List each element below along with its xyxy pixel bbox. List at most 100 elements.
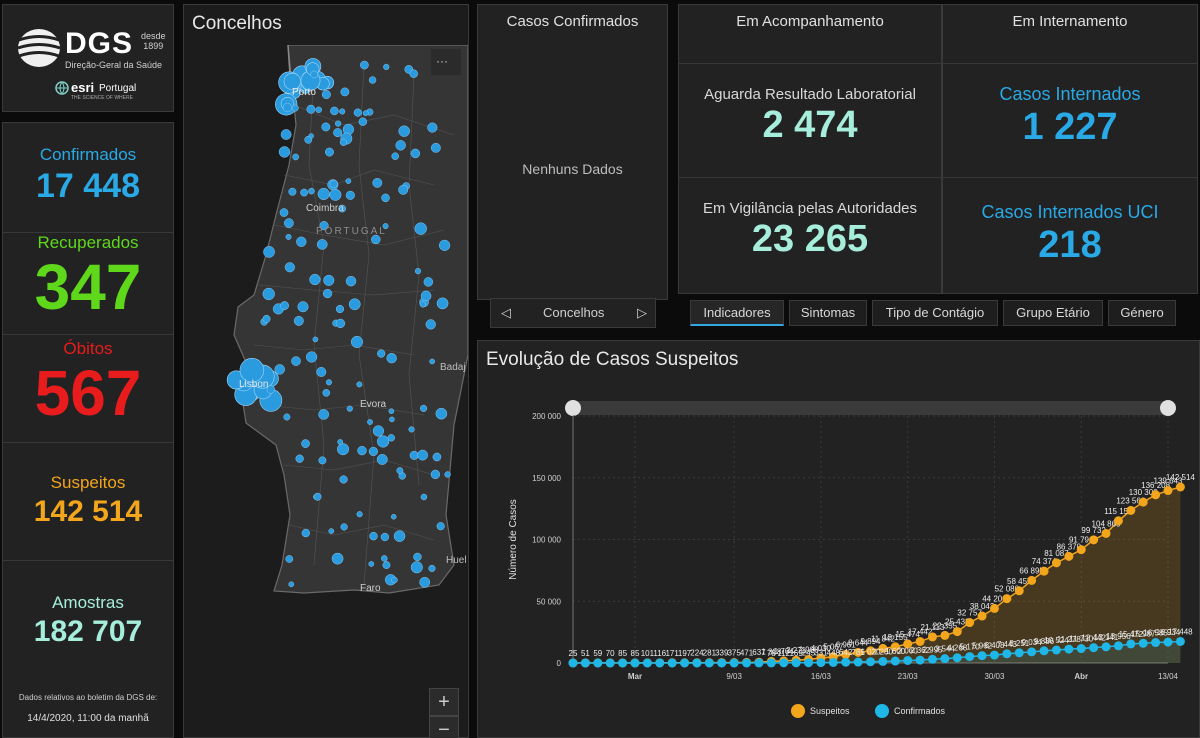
map-points-layer[interactable] [226,58,451,588]
stats-column: Confirmados 17 448 Recuperados 347 Óbito… [2,122,174,738]
map-point [288,187,297,196]
map-point [436,297,449,310]
data-label-suspeitos: 85 [631,649,640,658]
data-label-suspeitos: 171 [665,649,679,658]
triangle-right-icon[interactable]: ▷ [637,305,647,320]
map-point [318,409,329,420]
internamento-panel: Em Internamento Casos Internados 1 227 C… [942,4,1198,294]
y-tick-label: 50 000 [537,597,562,606]
data-label-suspeitos: 136 208 [1141,481,1170,490]
map-point [425,319,436,330]
map-point [357,445,367,456]
map-point [291,356,301,366]
zoom-in-button[interactable]: + [429,688,459,716]
data-label-suspeitos: 2 271 [786,646,807,655]
data-point-confirmados [1163,637,1173,647]
map-point [356,381,363,388]
stat-label: Amostras [52,593,124,612]
data-label-suspeitos: 101 [641,649,655,658]
map-point [340,523,348,531]
map-point [390,514,397,520]
kpi-internados-uci: Casos Internados UCI 218 [943,177,1197,293]
data-label-suspeitos: 197 [678,649,692,658]
y-tick-label: 150 000 [532,474,561,483]
confirmed-cases-panel: Casos Confirmados Nenhuns Dados [477,4,668,300]
tab-tipo-contagio[interactable]: Tipo de Contágio [872,300,998,326]
map-menu-button[interactable] [431,49,461,75]
x-tick-label: Abr [1074,672,1088,681]
ellipsis-icon[interactable]: ··· [436,54,448,68]
map-point [423,277,434,287]
data-point-confirmados [977,651,987,661]
internamento-title: Em Internamento [1012,13,1128,30]
data-point-confirmados [593,658,603,668]
map-point [301,528,310,538]
map-point [436,522,445,531]
data-point-suspeitos [1113,516,1123,526]
legend-label-suspeitos: Suspeitos [810,706,850,716]
tab-sintomas[interactable]: Sintomas [789,300,867,326]
stat-value: 142 514 [33,495,143,528]
data-point-suspeitos [1076,545,1086,555]
map-point [353,108,362,117]
zoom-out-button[interactable]: − [429,716,459,738]
data-point-suspeitos [965,618,975,628]
data-point-confirmados [1175,636,1185,646]
data-point-confirmados [1039,646,1049,656]
map-point [339,108,346,115]
map-point [393,530,406,542]
data-point-confirmados [1126,639,1136,649]
map-label-portugal: PORTUGAL [316,226,387,237]
map-point [329,179,338,189]
x-tick-label: 16/03 [811,672,832,681]
data-label-confirmados: 9 034 [1022,638,1043,647]
data-label-suspeitos: 104 865 [1092,519,1121,528]
confirmed-nav-label[interactable]: Concelhos [543,305,605,320]
data-point-confirmados [791,658,801,668]
map-point [291,104,299,112]
data-label-confirmados: 11 730 [1069,635,1093,644]
data-label-confirmados: 642 [839,648,853,657]
data-point-confirmados [1101,642,1111,652]
data-label-confirmados: 2 362 [910,646,931,655]
triangle-left-icon[interactable]: ◁ [501,305,511,320]
no-data-text: Nenhuns Dados [522,161,623,177]
data-point-confirmados [940,654,950,664]
map-point [362,110,369,116]
tab-indicadores[interactable]: Indicadores [690,300,784,326]
map-point [382,561,391,569]
data-label-suspeitos: 99 732 [1081,526,1106,535]
tab-genero[interactable]: Género [1108,300,1176,326]
map-point [391,576,398,584]
data-label-suspeitos: 8 644 [848,638,869,647]
kpi-label: Casos Internados [999,84,1141,104]
data-point-confirmados [816,658,826,668]
map-point [262,314,271,323]
data-label-suspeitos: 4 030 [811,644,832,653]
map-point [408,426,415,433]
data-label-suspeitos: 32 757 [957,609,982,618]
x-tick-label: 23/03 [898,672,919,681]
map-point [321,122,331,132]
map-point [304,135,313,144]
map-panel[interactable]: Concelhos Porto Coimbra PORTUGAL Lisbon … [183,4,469,738]
legend-label-confirmados: Confirmados [894,706,946,716]
map-point [295,454,304,463]
map-title: Concelhos [192,13,282,34]
map-point [293,315,304,326]
map-point [382,223,389,230]
data-label-suspeitos: 6 961 [836,640,857,649]
map-point [280,301,289,311]
portugal-map[interactable]: Porto Coimbra PORTUGAL Lisbon Evora Faro… [184,45,468,737]
data-label-confirmados: 785 [851,648,865,657]
map-point [435,407,448,420]
data-label-suspeitos: 224 [690,649,704,658]
data-label-confirmados: 2 060 [898,646,919,655]
y-axis-label: Número de Casos [508,499,519,580]
y-tick-label: 100 000 [532,536,561,545]
data-label-suspeitos: 116 [653,649,666,658]
tab-grupo-etario[interactable]: Grupo Etário [1003,300,1103,326]
map-point [345,178,352,184]
data-point-suspeitos [915,636,925,646]
map-point [367,419,373,425]
